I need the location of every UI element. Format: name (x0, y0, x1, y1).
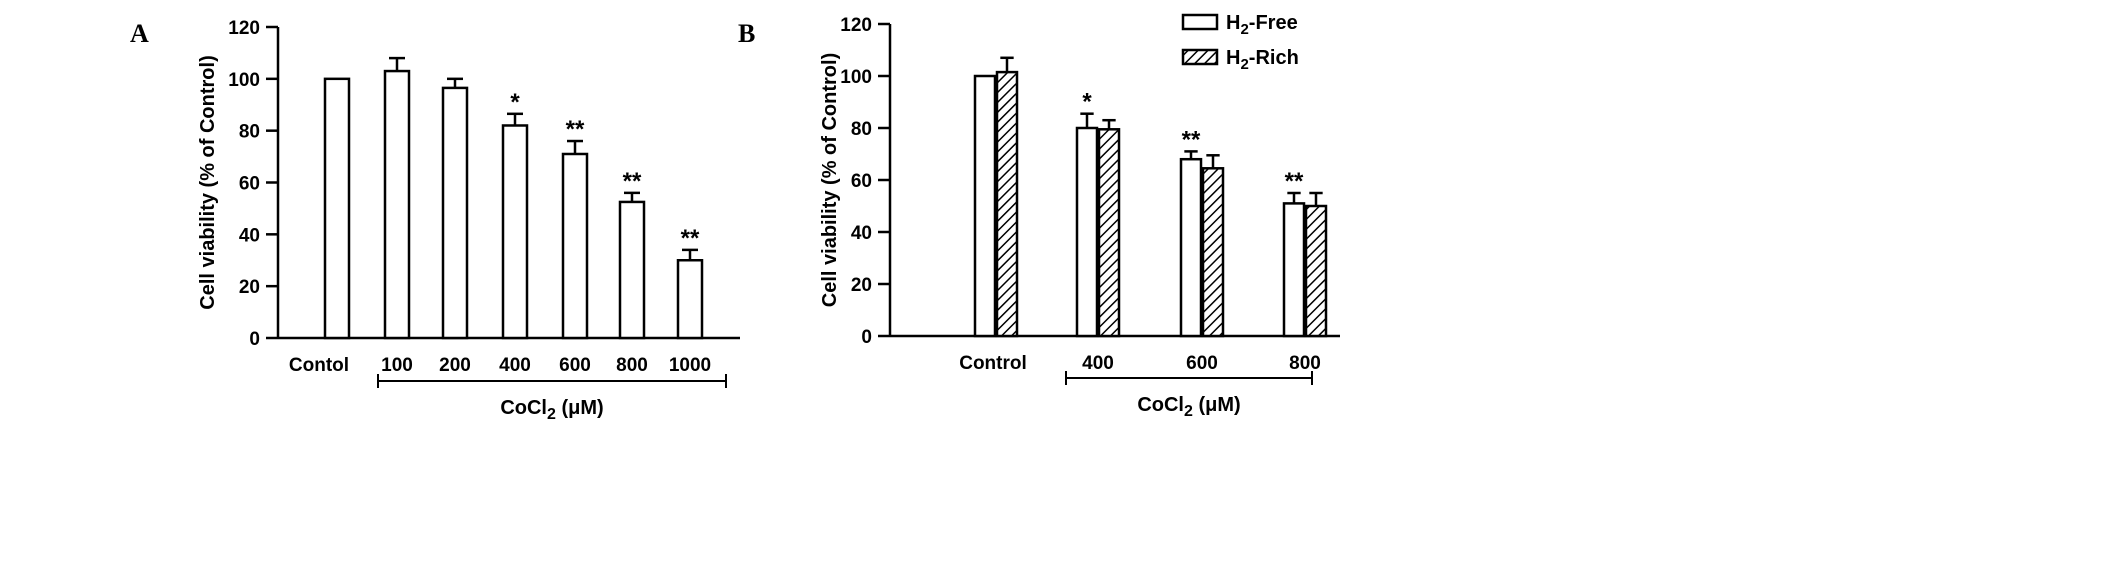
bar (501, 124, 529, 340)
x-axis-label: CoCl2 (μM) (1137, 394, 1240, 420)
x-tick-label: 400 (499, 355, 531, 376)
bar (383, 69, 411, 340)
significance-marker: * (510, 89, 520, 116)
legend-swatch (1181, 13, 1219, 31)
legend-label-main: H (1226, 12, 1240, 34)
panel-b: B 0 20 40 60 80 100 120 Cell viability (% of Con… (738, 12, 1340, 420)
bar (1282, 202, 1306, 338)
x-axis-label-subscript: 2 (547, 406, 556, 423)
x-axis-label-unit: (μM) (1193, 394, 1241, 416)
x-tick-label: Control (959, 353, 1027, 374)
y-axis-label: Cell viability (% of Control) (197, 55, 219, 309)
significance-marker: ** (1285, 168, 1304, 195)
y-tick-label: 40 (239, 225, 260, 246)
legend-label-rest: -Free (1249, 12, 1298, 34)
panel-a: A 0 20 40 60 80 100 120 Cell viability (% of Con… (130, 18, 740, 423)
bar (618, 200, 646, 340)
significance-marker: ** (566, 116, 585, 143)
x-tick-label: 800 (1289, 353, 1321, 374)
y-tick-label: 120 (840, 15, 872, 36)
bar (323, 77, 351, 340)
legend-swatch (1181, 48, 1219, 66)
x-tick-label: 1000 (669, 355, 711, 376)
y-tick-label: 0 (861, 327, 872, 348)
y-tick-label: 20 (851, 275, 872, 296)
legend-label: H2-Free (1226, 12, 1298, 38)
bar (973, 74, 997, 338)
x-tick-label: 400 (1082, 353, 1114, 374)
y-tick-label: 20 (239, 277, 260, 298)
bar (1075, 126, 1099, 338)
x-axis-label: CoCl2 (μM) (500, 397, 603, 423)
significance-marker: * (1082, 89, 1092, 116)
y-tick-label: 60 (239, 174, 260, 195)
x-axis-label-main: CoCl (1137, 394, 1184, 416)
y-tick-label: 0 (249, 329, 260, 350)
x-tick-label: 100 (381, 355, 413, 376)
y-tick-label: 60 (851, 171, 872, 192)
y-axis-label: Cell viability (% of Control) (819, 53, 841, 307)
x-tick-label: 200 (439, 355, 471, 376)
legend-label-rest: -Rich (1249, 47, 1299, 69)
x-axis-label-main: CoCl (500, 397, 547, 419)
significance-marker: ** (623, 168, 642, 195)
y-tick-label: 80 (851, 119, 872, 140)
legend-label-main: H (1226, 47, 1240, 69)
x-tick-label: 800 (616, 355, 648, 376)
bar (561, 152, 589, 340)
y-tick-label: 100 (228, 70, 260, 91)
bar (1097, 128, 1121, 338)
y-tick-label: 80 (239, 122, 260, 143)
x-axis-label-subscript: 2 (1184, 403, 1193, 420)
significance-marker: ** (681, 225, 700, 252)
y-tick-label: 40 (851, 223, 872, 244)
x-tick-label: 600 (559, 355, 591, 376)
x-tick-label: 600 (1186, 353, 1218, 374)
legend-label: H2-Rich (1226, 47, 1299, 73)
bar (1304, 204, 1328, 338)
panel-label: B (738, 19, 755, 48)
bar (1179, 157, 1203, 338)
x-tick-label: Contol (289, 355, 349, 376)
bar (1201, 167, 1225, 338)
bar (676, 259, 704, 340)
x-axis-label-unit: (μM) (556, 397, 604, 419)
legend-label-subscript: 2 (1240, 21, 1248, 38)
y-tick-label: 120 (228, 18, 260, 39)
significance-marker: ** (1182, 126, 1201, 153)
y-tick-label: 100 (840, 67, 872, 88)
panel-label: A (130, 19, 149, 48)
bar (441, 86, 469, 340)
legend-label-subscript: 2 (1240, 56, 1248, 73)
bar (995, 70, 1019, 338)
